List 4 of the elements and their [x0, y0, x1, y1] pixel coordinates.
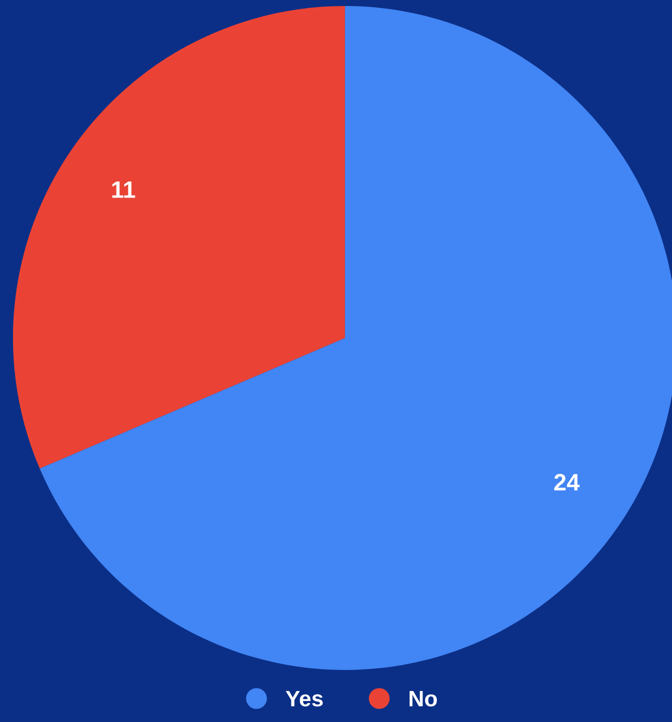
legend-label: Yes: [286, 690, 323, 706]
legend-label: No: [410, 690, 437, 706]
data-label: 11: [112, 182, 136, 198]
data-label: 24: [554, 474, 580, 490]
